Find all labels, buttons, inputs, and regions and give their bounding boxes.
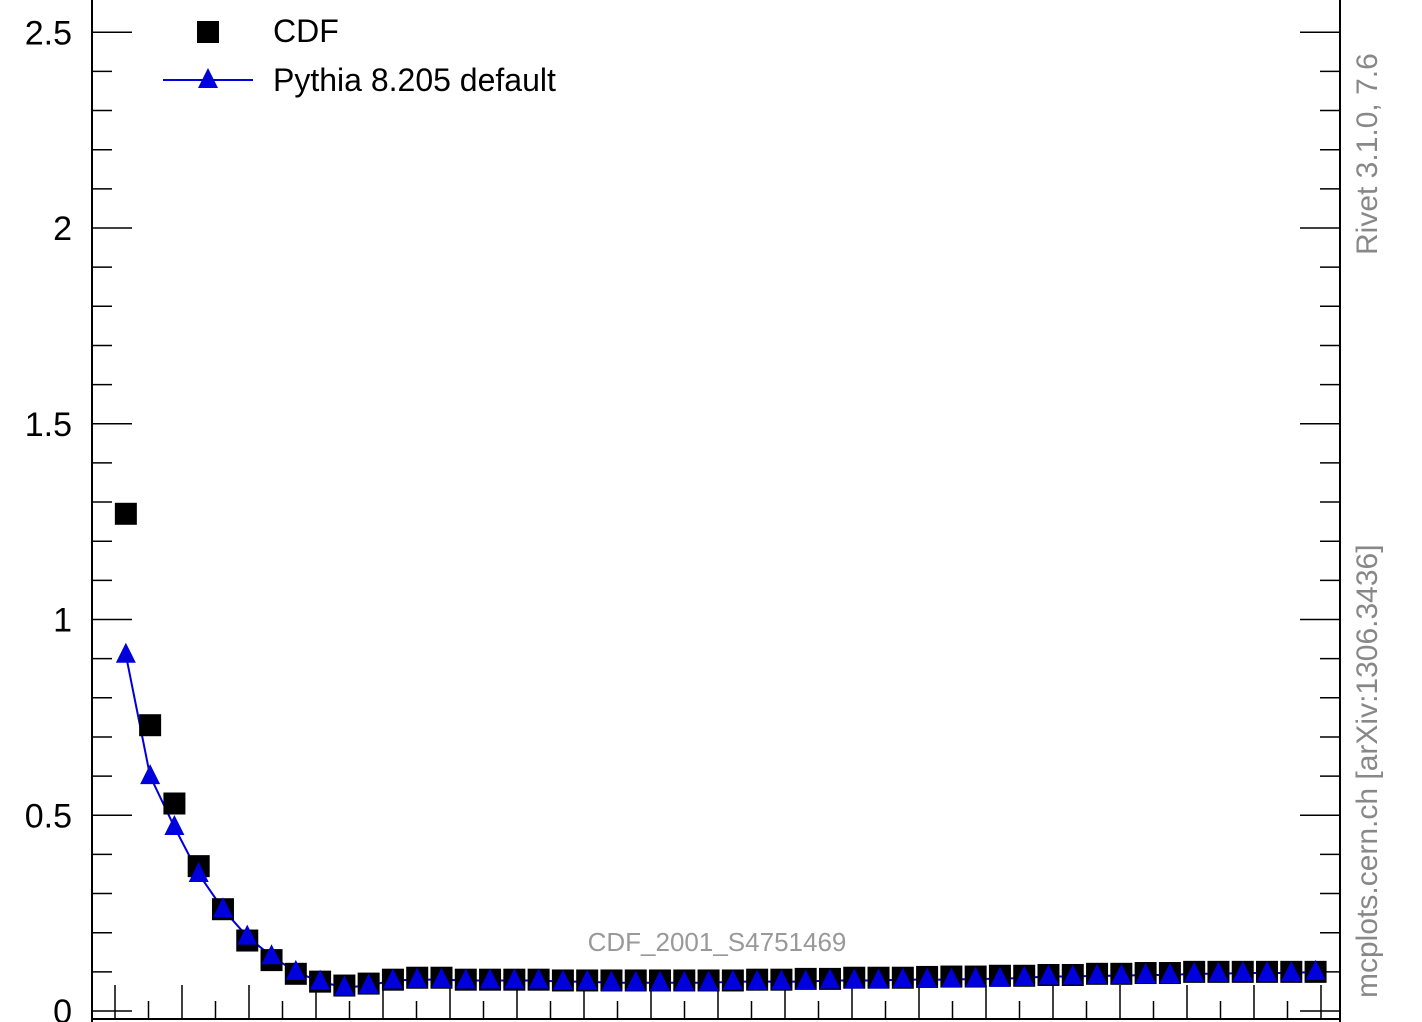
pythia-point bbox=[601, 970, 622, 991]
legend: CDF Pythia 8.205 default bbox=[163, 13, 556, 98]
y-tick-label: 1.5 bbox=[25, 406, 72, 444]
analysis-id-label: CDF_2001_S4751469 bbox=[588, 927, 847, 957]
pythia-point bbox=[552, 969, 573, 990]
pythia-point bbox=[747, 969, 768, 990]
pythia-point bbox=[674, 970, 695, 991]
legend-label-cdf: CDF bbox=[273, 13, 339, 49]
pythia-point bbox=[164, 814, 185, 835]
pythia-point bbox=[261, 944, 282, 965]
pythia-point bbox=[771, 969, 792, 990]
pythia-point bbox=[844, 968, 865, 989]
legend-marker-cdf bbox=[197, 21, 219, 43]
pythia-point bbox=[140, 764, 161, 785]
pythia-point bbox=[1087, 963, 1108, 984]
pythia-point bbox=[892, 967, 913, 988]
pythia-point bbox=[285, 959, 306, 980]
pythia-point bbox=[358, 973, 379, 994]
pythia-point bbox=[1159, 962, 1180, 983]
y-tick-label: 0 bbox=[53, 993, 72, 1022]
pythia-point bbox=[1014, 965, 1035, 986]
pythia-point bbox=[1062, 964, 1083, 985]
data-series bbox=[114, 502, 1327, 997]
mcplots-credit-label: mcplots.cern.ch [arXiv:1306.3436] bbox=[1351, 544, 1384, 998]
pythia-point bbox=[650, 970, 671, 991]
y-tick-label: 2 bbox=[53, 210, 72, 248]
pythia-point bbox=[965, 966, 986, 987]
axis-ticks bbox=[92, 31, 1340, 1019]
pythia-point bbox=[310, 969, 331, 990]
pythia-point bbox=[625, 970, 646, 991]
pythia-point bbox=[1111, 963, 1132, 984]
pythia-point bbox=[115, 642, 136, 663]
pythia-point bbox=[722, 969, 743, 990]
pythia-point bbox=[868, 968, 889, 989]
pythia-point bbox=[1135, 962, 1156, 983]
pythia-point bbox=[1184, 961, 1205, 982]
cdf-point bbox=[139, 714, 162, 737]
cdf-point bbox=[163, 792, 186, 815]
pythia-point bbox=[455, 968, 476, 989]
pythia-point bbox=[1257, 961, 1278, 982]
pythia-point bbox=[698, 970, 719, 991]
pythia-point bbox=[212, 897, 233, 918]
pythia-point bbox=[795, 969, 816, 990]
pythia-point bbox=[1038, 964, 1059, 985]
pythia-point bbox=[819, 968, 840, 989]
pythia-point bbox=[382, 968, 403, 989]
pythia-point bbox=[237, 924, 258, 945]
pythia-point bbox=[1208, 961, 1229, 982]
pythia-point bbox=[989, 966, 1010, 987]
plot-axes bbox=[91, 0, 1341, 1022]
pythia-point bbox=[1281, 961, 1302, 982]
y-tick-label: 0.5 bbox=[25, 797, 72, 835]
pythia-point bbox=[431, 967, 452, 988]
pythia-point bbox=[1232, 961, 1253, 982]
pythia-point bbox=[407, 967, 428, 988]
pythia-point bbox=[917, 967, 938, 988]
legend-label-pythia: Pythia 8.205 default bbox=[273, 62, 556, 98]
pythia-point bbox=[504, 968, 525, 989]
y-tick-labels: 0 0.5 1 1.5 2 2.5 bbox=[25, 14, 72, 1022]
cdf-point bbox=[114, 502, 137, 525]
legend-marker-pythia bbox=[198, 68, 218, 88]
pythia-point bbox=[480, 968, 501, 989]
y-tick-label: 1 bbox=[53, 602, 72, 640]
pythia-point bbox=[941, 967, 962, 988]
pythia-point bbox=[334, 975, 355, 996]
pythia-point bbox=[188, 861, 209, 882]
y-tick-label: 2.5 bbox=[25, 14, 72, 52]
pythia-point bbox=[577, 969, 598, 990]
pythia-point bbox=[528, 968, 549, 989]
rivet-version-label: Rivet 3.1.0, 7.6 bbox=[1351, 53, 1384, 255]
pythia-point bbox=[1305, 959, 1326, 980]
